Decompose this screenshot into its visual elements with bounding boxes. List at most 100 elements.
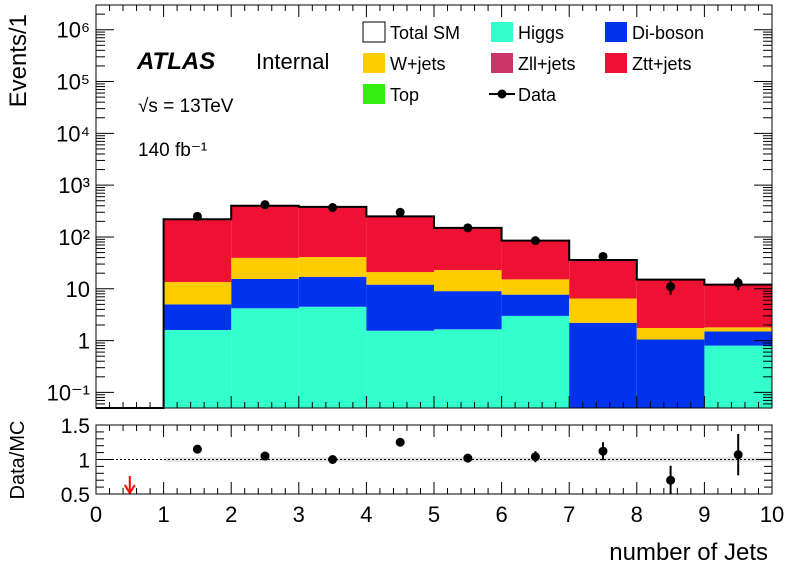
out-of-range-arrow-head	[123, 484, 136, 495]
stack-bar	[704, 284, 772, 328]
legend-swatch-w	[363, 53, 385, 73]
stack-bar	[366, 284, 434, 331]
x-tick-label: 8	[631, 502, 643, 527]
y-tick-label: 10⁶	[56, 18, 90, 43]
stack-bar	[366, 216, 434, 273]
data-point	[530, 236, 540, 246]
y-tick-label: 1	[78, 329, 90, 354]
stack-bar	[231, 308, 299, 408]
x-tick-label: 6	[495, 502, 507, 527]
stack-bar	[569, 298, 637, 323]
stack-bar	[636, 327, 705, 340]
data-point	[260, 200, 270, 210]
x-tick-label: 3	[293, 502, 305, 527]
stack-bar	[366, 330, 434, 408]
legend-label-data: Data	[518, 85, 557, 105]
legend-label-zll: Zll+jets	[518, 54, 576, 74]
stack-bar	[231, 257, 299, 279]
data-point	[328, 203, 338, 213]
legend-label-w: W+jets	[390, 54, 446, 74]
ratio-y-tick-label: 0.5	[61, 484, 90, 507]
legend-label-total: Total SM	[390, 23, 460, 43]
stack-bar	[501, 315, 570, 408]
stack-bar	[569, 322, 637, 408]
stack-bar	[704, 331, 772, 346]
legend-label-top: Top	[390, 85, 419, 105]
stack-bar	[636, 339, 705, 408]
stack-bar	[231, 205, 299, 258]
y-tick-label: 10⁻¹	[47, 380, 90, 405]
status-label: Internal	[256, 49, 329, 74]
upper-panel: 10⁻¹ 1 10 10² 10³ 10⁴ 10⁵ 10⁶	[47, 4, 773, 409]
legend-swatch-marker-data	[497, 89, 507, 99]
legend-swatch-ztt	[605, 53, 627, 73]
ratio-y-axis-label: Data/MC	[7, 421, 29, 500]
stack-bar	[434, 227, 502, 271]
legend-swatch-diboson	[605, 22, 627, 42]
stack-bar	[366, 272, 434, 285]
stack-bar	[298, 306, 367, 408]
x-tick-label: 9	[698, 502, 710, 527]
lumi-label: 140 fb⁻¹	[138, 140, 207, 161]
ratio-y-tick-label: 1.5	[61, 415, 90, 438]
stack-bar	[501, 294, 570, 316]
data-point	[192, 211, 202, 221]
stack-bar	[501, 279, 570, 295]
stack-bar	[434, 291, 502, 330]
x-tick-label: 7	[563, 502, 575, 527]
x-tick-label: 1	[157, 502, 169, 527]
legend-swatch-zll	[491, 53, 513, 73]
ratio-point	[463, 453, 473, 463]
ratio-point	[598, 446, 608, 456]
ratio-point	[192, 444, 202, 454]
stack-bar	[163, 330, 232, 408]
stack-bar	[163, 304, 232, 331]
ratio-y-tick-label: 1	[78, 450, 90, 473]
stack-bar	[704, 345, 772, 408]
stack-bar	[501, 240, 570, 280]
legend: Total SM W+jets Top Higgs Zll+jets Data Di-bos…	[362, 21, 704, 105]
stack-bar	[434, 270, 502, 292]
x-tick-label: 4	[360, 502, 372, 527]
ratio-point	[733, 450, 743, 460]
legend-swatch-higgs	[491, 22, 513, 42]
x-axis-label: number of Jets	[609, 539, 768, 566]
y-axis-label: Events/1	[5, 14, 32, 107]
ratio-point	[395, 437, 405, 447]
data-point	[395, 207, 405, 217]
stack-bar	[704, 327, 772, 332]
data-point	[666, 282, 676, 292]
atlas-label: ATLAS	[136, 48, 215, 75]
x-tick-label: 2	[225, 502, 237, 527]
legend-label-diboson: Di-boson	[632, 23, 704, 43]
stack-bar	[434, 329, 502, 408]
uncertainty-band	[636, 457, 705, 462]
x-tick-label: 10	[760, 502, 784, 527]
ratio-point	[666, 475, 676, 485]
y-tick-label: 10	[66, 277, 90, 302]
ratio-panel: 0.5 1 1.5 0 1 2 3 4 5 6 7 8 9 10	[61, 415, 784, 527]
ratio-point	[530, 452, 540, 462]
legend-swatch-top	[363, 84, 385, 104]
data-point	[733, 278, 743, 288]
y-tick-label: 10⁴	[56, 121, 90, 146]
legend-swatch-total	[362, 21, 386, 43]
stack-bar	[163, 219, 232, 283]
ratio-point	[328, 455, 338, 464]
total-sm-outline	[96, 204, 772, 409]
data-point	[463, 223, 473, 233]
stack-bar	[163, 282, 232, 305]
ratio-point	[260, 451, 270, 461]
stack-bar	[231, 278, 299, 309]
energy-label: √s = 13TeV	[138, 96, 234, 117]
stack-bar	[298, 276, 367, 307]
stack-bar	[298, 257, 367, 277]
legend-label-higgs: Higgs	[518, 23, 564, 43]
y-tick-label: 10³	[58, 173, 90, 198]
y-tick-label: 10²	[58, 225, 90, 250]
data-point	[598, 251, 608, 261]
x-tick-label: 0	[90, 502, 102, 527]
x-tick-label: 5	[428, 502, 440, 527]
